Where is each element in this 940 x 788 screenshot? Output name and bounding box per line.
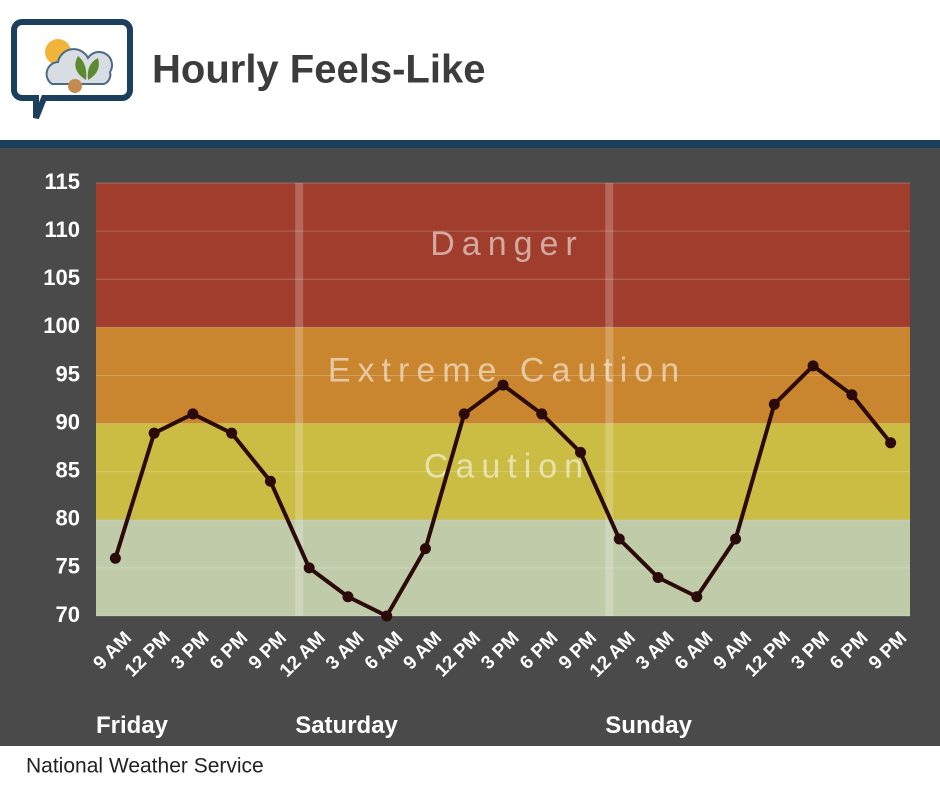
y-tick-label: 90	[56, 409, 80, 434]
data-point	[148, 427, 160, 439]
title: Hourly Feels-Like	[152, 48, 485, 92]
header	[0, 0, 940, 140]
data-point	[303, 562, 315, 574]
data-point	[613, 533, 625, 545]
zone-label: Danger	[430, 225, 584, 263]
data-point	[109, 552, 121, 564]
day-label: Saturday	[295, 712, 398, 739]
header-rule	[0, 140, 940, 148]
data-point	[536, 408, 548, 420]
source: National Weather Service	[26, 755, 264, 778]
data-point	[807, 360, 819, 372]
day-label: Sunday	[605, 712, 692, 739]
data-point	[226, 427, 238, 439]
y-tick-label: 105	[43, 265, 80, 290]
y-tick-label: 95	[56, 361, 80, 386]
logo	[11, 19, 133, 120]
y-tick-label: 115	[45, 169, 81, 194]
y-tick-label: 75	[56, 554, 80, 579]
data-point	[575, 446, 587, 458]
data-point	[730, 533, 742, 545]
data-point	[652, 572, 664, 584]
data-point	[846, 389, 858, 401]
data-point	[885, 437, 897, 449]
y-tick-label: 80	[56, 506, 80, 531]
data-point	[419, 543, 431, 555]
y-tick-label: 100	[43, 313, 80, 338]
y-tick-label: 70	[56, 602, 80, 627]
y-tick-label: 110	[45, 217, 81, 242]
day-separator	[295, 183, 304, 616]
day-separator	[605, 183, 614, 616]
y-tick-label: 85	[56, 457, 80, 482]
zone-band	[96, 423, 910, 520]
data-point	[342, 591, 354, 603]
data-point	[381, 610, 393, 622]
data-point	[458, 408, 470, 420]
zone-band	[96, 519, 910, 616]
data-point	[187, 408, 199, 420]
data-point	[691, 591, 703, 603]
day-label: Friday	[96, 712, 169, 739]
data-point	[264, 475, 276, 487]
zone-band	[96, 183, 910, 328]
plot: 70 75 80 85 90 95 100 105 110 115 Friday Saturday Su…	[43, 169, 911, 739]
data-point	[497, 379, 509, 391]
data-point	[768, 398, 780, 410]
